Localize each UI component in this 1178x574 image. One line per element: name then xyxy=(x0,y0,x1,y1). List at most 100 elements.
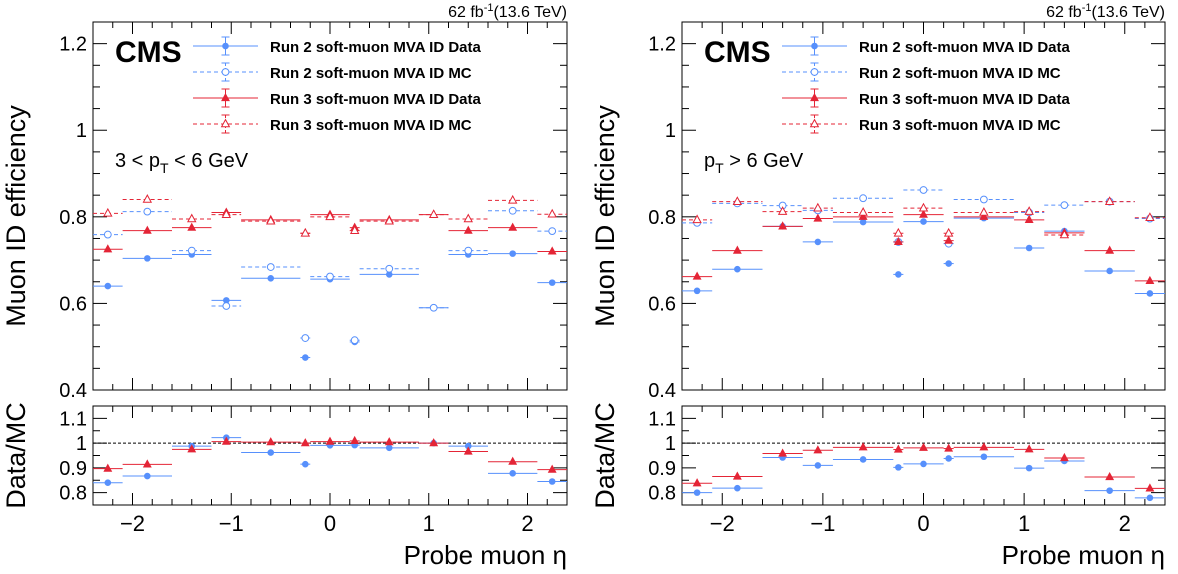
data-point xyxy=(144,255,151,262)
legend-label: Run 2 soft-muon MVA ID Data xyxy=(270,39,481,56)
ratio-point xyxy=(221,436,231,445)
ratio-y-tick-label: 1.1 xyxy=(648,408,676,430)
data-point xyxy=(1059,229,1070,239)
data-point xyxy=(548,279,556,286)
ratio-point xyxy=(300,438,310,447)
data-point xyxy=(693,287,701,295)
ratio-point xyxy=(893,444,903,453)
ratio-point xyxy=(693,489,701,496)
ratio-point xyxy=(980,453,988,461)
legend-label: Run 3 soft-muon MVA ID MC xyxy=(859,117,1061,134)
data-point xyxy=(463,225,473,234)
data-point xyxy=(692,271,702,280)
data-point xyxy=(945,260,952,267)
data-point xyxy=(143,207,152,216)
ratio-point xyxy=(1145,483,1155,492)
data-point xyxy=(778,221,788,230)
x-tick-label: −1 xyxy=(810,511,835,536)
x-tick-label: −2 xyxy=(120,511,145,536)
data-point xyxy=(385,264,394,273)
data-point xyxy=(893,227,904,237)
data-point xyxy=(859,194,868,203)
ratio-point xyxy=(187,444,197,453)
ratio-point xyxy=(325,436,335,445)
data-point xyxy=(508,206,517,215)
legend-marker xyxy=(810,92,819,102)
y-tick-label: 0.6 xyxy=(59,293,87,315)
legend-marker xyxy=(811,42,818,50)
ratio-plot-frame xyxy=(92,405,568,506)
ratio-point xyxy=(508,456,518,465)
data-point xyxy=(187,213,197,223)
ratio-point xyxy=(859,456,867,463)
data-point xyxy=(919,186,928,194)
ratio-point xyxy=(813,445,823,454)
legend-marker xyxy=(222,42,229,50)
data-point xyxy=(1145,275,1155,284)
data-point xyxy=(918,202,929,212)
ratio-point xyxy=(463,446,473,455)
data-point xyxy=(858,207,868,216)
ratio-y-tick-label: 1 xyxy=(76,433,87,455)
ratio-y-tick-label: 0.8 xyxy=(59,483,87,505)
ratio-point xyxy=(104,479,112,487)
luminosity-label: 62 fb-1(13.6 TeV) xyxy=(1046,2,1165,21)
data-point xyxy=(266,263,275,271)
y-tick-label: 0.8 xyxy=(59,207,87,229)
data-point xyxy=(943,227,954,237)
ratio-point xyxy=(944,443,954,452)
y-tick-label: 0.6 xyxy=(648,293,676,315)
ratio-point xyxy=(144,472,151,480)
data-point xyxy=(813,202,823,212)
x-tick-label: 0 xyxy=(324,511,336,536)
data-point xyxy=(732,196,743,205)
data-point xyxy=(548,227,557,236)
legend-label: Run 2 soft-muon MVA ID MC xyxy=(270,65,472,82)
ratio-point xyxy=(385,444,393,452)
y-axis-title: Muon ID efficiency xyxy=(1,105,31,327)
data-point xyxy=(979,195,988,204)
data-point xyxy=(508,222,518,231)
data-point xyxy=(103,244,113,253)
data-point xyxy=(429,303,438,312)
pt-range-label: pT > 6 GeV xyxy=(704,150,804,176)
data-point xyxy=(777,206,788,215)
data-point xyxy=(979,211,989,220)
legend-marker xyxy=(221,68,230,76)
data-point xyxy=(813,213,823,222)
ratio-point xyxy=(895,464,902,471)
y-tick-label: 1 xyxy=(76,120,87,142)
data-point xyxy=(944,235,954,244)
data-point xyxy=(509,250,516,257)
y-axis-title: Muon ID efficiency xyxy=(590,105,620,327)
data-point xyxy=(187,246,196,255)
x-axis-title: Probe muon η xyxy=(404,540,567,570)
ratio-point xyxy=(142,459,152,468)
ratio-point xyxy=(945,455,952,462)
data-point xyxy=(349,225,360,234)
data-point xyxy=(507,194,518,204)
ratio-point xyxy=(1025,464,1033,472)
ratio-y-tick-label: 0.8 xyxy=(648,483,676,505)
y-tick-label: 1.2 xyxy=(648,34,676,56)
ratio-point xyxy=(266,437,276,446)
ratio-y-tick-label: 0.9 xyxy=(648,458,676,480)
data-point xyxy=(734,265,741,273)
cms-label: CMS xyxy=(704,36,771,69)
ratio-point xyxy=(919,442,928,451)
data-point xyxy=(547,208,557,218)
legend-label: Run 2 soft-muon MVA ID MC xyxy=(859,65,1061,82)
ratio-y-axis-title: Data/MC xyxy=(1,402,31,509)
data-point xyxy=(732,245,742,254)
data-point xyxy=(463,213,473,223)
ratio-point xyxy=(1146,494,1154,502)
ratio-point xyxy=(350,435,360,444)
ratio-point xyxy=(429,438,439,447)
data-point xyxy=(301,334,310,342)
data-point xyxy=(692,214,702,224)
ratio-point xyxy=(1024,444,1034,453)
data-point xyxy=(142,194,153,203)
ratio-point xyxy=(1059,452,1069,462)
y-tick-label: 0.4 xyxy=(59,380,87,402)
ratio-point xyxy=(858,442,868,451)
